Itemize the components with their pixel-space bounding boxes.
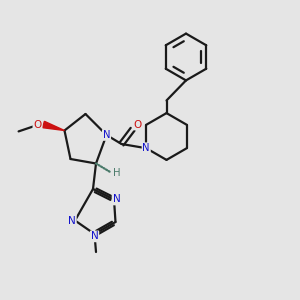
Text: N: N [103,130,110,140]
Text: O: O [133,119,141,130]
Text: H: H [113,168,120,178]
Text: O: O [33,119,42,130]
Text: N: N [91,231,98,242]
Text: N: N [112,194,120,205]
Text: N: N [142,143,150,153]
Text: N: N [68,215,76,226]
Polygon shape [43,121,64,130]
